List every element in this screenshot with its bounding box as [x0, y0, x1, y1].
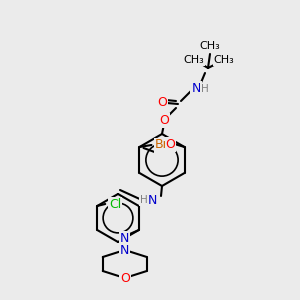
Text: CH₃: CH₃ [200, 41, 220, 51]
Text: O: O [120, 272, 130, 284]
Text: Cl: Cl [109, 197, 121, 211]
Text: N: N [120, 244, 130, 256]
Text: N: N [120, 232, 130, 244]
Text: N: N [191, 82, 201, 94]
Text: Br: Br [154, 139, 168, 152]
Text: O: O [157, 95, 167, 109]
Text: N: N [147, 194, 157, 206]
Text: H: H [140, 195, 148, 205]
Text: O: O [166, 137, 176, 151]
Text: CH₃: CH₃ [214, 55, 234, 65]
Text: H: H [201, 84, 209, 94]
Text: CH₃: CH₃ [184, 55, 204, 65]
Text: O: O [159, 113, 169, 127]
